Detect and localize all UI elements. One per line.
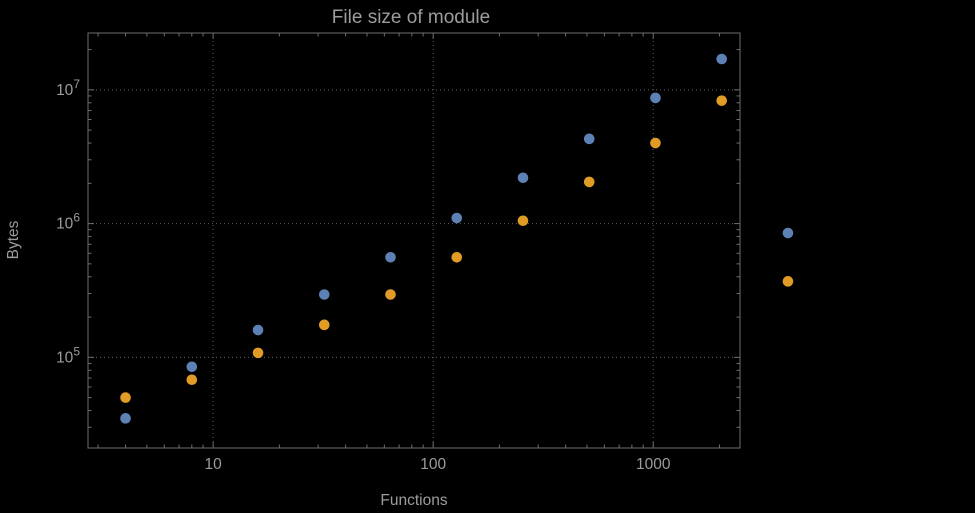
data-point-orange bbox=[385, 289, 396, 300]
data-point-blue bbox=[583, 133, 595, 145]
data-point-orange bbox=[583, 176, 595, 188]
data-point-orange bbox=[716, 95, 728, 106]
grid-layer bbox=[88, 33, 740, 448]
data-point-orange bbox=[782, 276, 794, 287]
data-point-orange bbox=[650, 137, 661, 149]
x-tick-label: 10 bbox=[204, 456, 222, 473]
data-point-blue bbox=[120, 413, 131, 424]
y-axis-label: Bytes bbox=[5, 220, 22, 259]
data-point-blue bbox=[385, 251, 396, 263]
data-point-orange bbox=[186, 374, 198, 386]
data-point-orange bbox=[517, 215, 529, 227]
x-axis-label: Functions bbox=[380, 492, 447, 509]
y-tick-label: 105 bbox=[56, 344, 80, 366]
data-point-orange bbox=[451, 251, 463, 263]
data-point-blue bbox=[252, 324, 264, 336]
x-tick-label: 100 bbox=[420, 456, 446, 473]
ticks-layer: 10 100 1000 105 106 107 bbox=[56, 33, 740, 473]
points-layer bbox=[120, 53, 794, 424]
data-point-blue bbox=[782, 227, 794, 239]
data-point-blue bbox=[716, 53, 728, 65]
data-point-blue bbox=[186, 361, 198, 373]
data-point-blue bbox=[318, 289, 330, 300]
y-tick-label: 106 bbox=[56, 211, 80, 233]
data-point-orange bbox=[252, 347, 264, 359]
data-point-blue bbox=[451, 212, 463, 224]
chart-title: File size of module bbox=[332, 7, 490, 28]
plot-frame bbox=[87, 32, 741, 449]
x-tick-label: 1000 bbox=[636, 456, 671, 473]
data-point-blue bbox=[650, 92, 661, 104]
data-point-orange bbox=[120, 392, 131, 403]
y-tick-label: 107 bbox=[56, 77, 80, 99]
data-point-blue bbox=[517, 172, 529, 184]
data-point-orange bbox=[318, 319, 330, 331]
